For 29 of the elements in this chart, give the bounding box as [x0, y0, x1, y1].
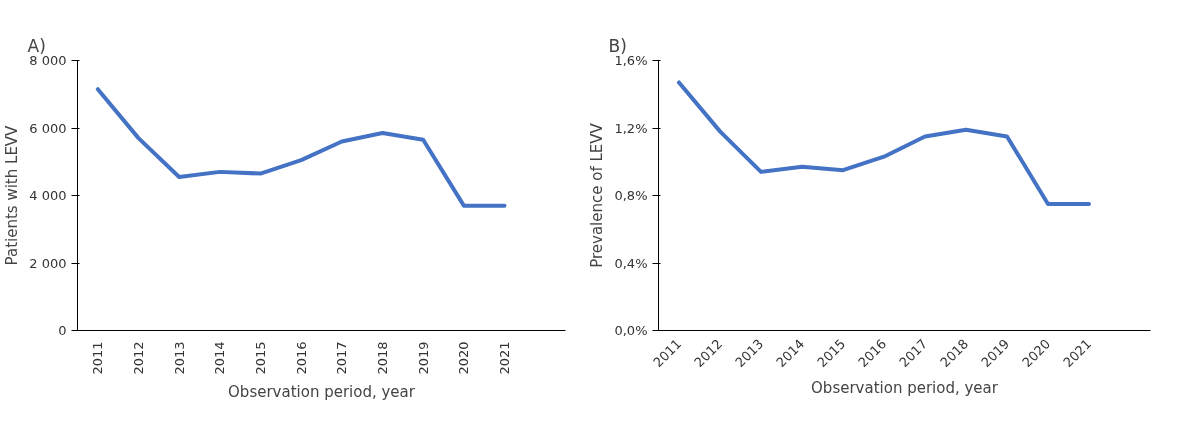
line-series: [677, 80, 1091, 206]
y-axis-title: Patients with LEVV: [3, 124, 22, 266]
x-tick-label: 2012: [131, 341, 146, 375]
y-tick-label: 4 000: [29, 188, 67, 203]
y-tick-label: 1,6%: [614, 53, 648, 68]
y-tick-label: 2 000: [29, 255, 67, 271]
y-tick-label: 1,2%: [614, 120, 648, 136]
y-tick-label: 0: [58, 323, 67, 338]
x-tick-label: 2011: [90, 341, 106, 375]
y-tick-label: 8 000: [29, 53, 67, 68]
y-tick-label: 0,8%: [614, 188, 648, 203]
x-tick-label: 2013: [171, 341, 187, 375]
y-tick-label: 0,0%: [614, 323, 648, 338]
line-series: [95, 87, 507, 208]
x-tick-label: 2018: [375, 341, 390, 375]
text: A): [27, 35, 46, 56]
x-axis-title: Observation period, year: [811, 379, 999, 398]
y-axis-title: Prevalence of LEVV: [588, 122, 607, 268]
text: B): [608, 35, 627, 56]
x-tick-label: 2015: [253, 341, 268, 375]
x-tick-label: 2014: [212, 341, 228, 375]
x-axis-title: Observation period, year: [228, 382, 416, 401]
x-tick-label: 2016: [293, 341, 309, 375]
x-tick-label: 2020: [456, 341, 472, 375]
y-tick-label: 0,4%: [614, 255, 648, 271]
x-tick-label: 2021: [497, 341, 512, 375]
x-tick-label: 2019: [415, 341, 431, 375]
x-tick-label: 2017: [334, 341, 350, 375]
y-tick-label: 6 000: [29, 120, 67, 136]
